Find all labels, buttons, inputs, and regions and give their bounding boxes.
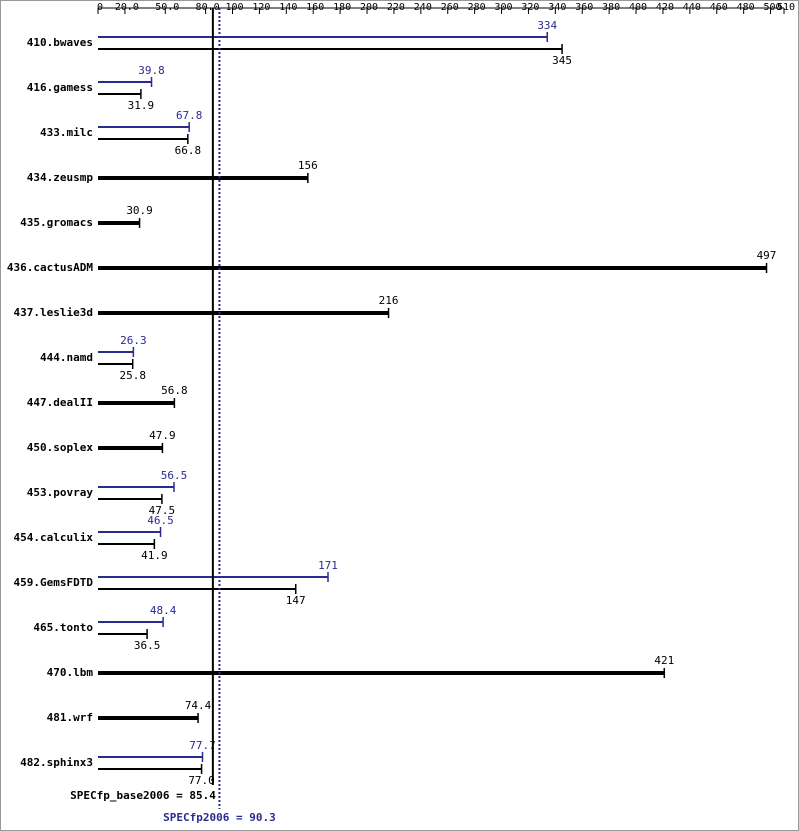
- x-tick-label: 180: [333, 2, 351, 13]
- category-label: 482.sphinx3: [20, 756, 93, 769]
- x-tick-label: 100: [225, 2, 243, 13]
- x-tick-label: 480: [737, 2, 755, 13]
- category-label: 481.wrf: [47, 711, 93, 724]
- value-label: 497: [757, 249, 777, 262]
- value-label: 147: [286, 594, 306, 607]
- x-tick-label: 50.0: [155, 2, 179, 13]
- x-tick-label: 160: [306, 2, 324, 13]
- x-tick-label: 220: [387, 2, 405, 13]
- value-label: 46.5: [147, 514, 174, 527]
- value-label: 47.9: [149, 429, 176, 442]
- value-label: 171: [318, 559, 338, 572]
- x-tick-label: 280: [468, 2, 486, 13]
- value-label: 26.3: [120, 334, 147, 347]
- category-label: 437.leslie3d: [14, 306, 93, 319]
- value-label: 421: [654, 654, 674, 667]
- x-tick-label: 260: [441, 2, 459, 13]
- x-tick-label: 80.0: [196, 2, 220, 13]
- value-label: 66.8: [175, 144, 202, 157]
- category-label: 459.GemsFDTD: [14, 576, 94, 589]
- x-tick-label: 500: [764, 2, 782, 13]
- value-label: 334: [537, 19, 557, 32]
- category-label: 470.lbm: [47, 666, 94, 679]
- category-label: 454.calculix: [14, 531, 94, 544]
- x-tick-label: 440: [683, 2, 701, 13]
- value-label: 56.8: [161, 384, 188, 397]
- x-tick-label: 140: [279, 2, 297, 13]
- category-label: 434.zeusmp: [27, 171, 94, 184]
- value-label: 25.8: [119, 369, 146, 382]
- value-label: 31.9: [128, 99, 155, 112]
- x-tick-label: 360: [575, 2, 593, 13]
- value-label: 77.7: [189, 739, 216, 752]
- x-tick-label: 0: [97, 2, 103, 13]
- category-label: 453.povray: [27, 486, 94, 499]
- x-tick-label: 420: [656, 2, 674, 13]
- reference-label: SPECfp2006 = 90.3: [163, 811, 276, 824]
- x-tick-label: 380: [602, 2, 620, 13]
- x-tick-label: 320: [521, 2, 539, 13]
- x-tick-label: 120: [252, 2, 270, 13]
- value-label: 156: [298, 159, 318, 172]
- category-label: 447.dealII: [27, 396, 93, 409]
- category-label: 436.cactusADM: [7, 261, 93, 274]
- category-label: 433.milc: [40, 126, 93, 139]
- value-label: 47.5: [149, 504, 176, 517]
- reference-label: SPECfp_base2006 = 85.4: [70, 789, 216, 802]
- value-label: 48.4: [150, 604, 177, 617]
- value-label: 216: [379, 294, 399, 307]
- value-label: 56.5: [161, 469, 188, 482]
- category-label: 410.bwaves: [27, 36, 93, 49]
- value-label: 77.0: [188, 774, 215, 787]
- category-label: 444.namd: [40, 351, 93, 364]
- value-label: 345: [552, 54, 572, 67]
- value-label: 30.9: [126, 204, 153, 217]
- category-label: 450.soplex: [27, 441, 94, 454]
- x-tick-label: 340: [548, 2, 566, 13]
- value-label: 39.8: [138, 64, 165, 77]
- x-tick-label: 300: [494, 2, 512, 13]
- x-tick-label: 400: [629, 2, 647, 13]
- value-label: 67.8: [176, 109, 203, 122]
- value-label: 41.9: [141, 549, 168, 562]
- value-label: 74.4: [185, 699, 212, 712]
- x-tick-label: 460: [710, 2, 728, 13]
- x-tick-label: 510: [777, 2, 795, 13]
- category-label: 435.gromacs: [20, 216, 93, 229]
- category-label: 465.tonto: [33, 621, 93, 634]
- x-tick-label: 20.0: [115, 2, 139, 13]
- category-label: 416.gamess: [27, 81, 93, 94]
- x-tick-label: 240: [414, 2, 432, 13]
- value-label: 36.5: [134, 639, 161, 652]
- x-tick-label: 200: [360, 2, 378, 13]
